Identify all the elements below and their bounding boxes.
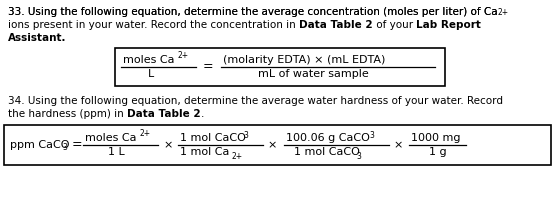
Text: moles Ca: moles Ca: [85, 133, 137, 143]
Text: 3: 3: [356, 152, 361, 161]
Text: Data Table 2: Data Table 2: [127, 109, 200, 119]
Text: of your: of your: [372, 20, 416, 30]
Text: Data Table 2: Data Table 2: [299, 20, 372, 30]
Text: ×: ×: [163, 140, 173, 150]
Text: 1 mol CaCO: 1 mol CaCO: [180, 133, 246, 143]
Text: 1 L: 1 L: [108, 147, 125, 157]
Text: ×: ×: [393, 140, 402, 150]
Text: 3: 3: [62, 143, 67, 153]
Text: 33. Using the following equation, determine the average concentration (moles per: 33. Using the following equation, determ…: [8, 7, 498, 17]
Text: mL of water sample: mL of water sample: [258, 69, 369, 79]
Text: 2+: 2+: [178, 51, 189, 60]
Text: L: L: [148, 69, 154, 79]
Text: (molarity EDTA) × (mL EDTA): (molarity EDTA) × (mL EDTA): [223, 55, 385, 65]
Text: 1 mol Ca: 1 mol Ca: [180, 147, 229, 157]
Text: 3: 3: [369, 131, 374, 140]
Text: moles Ca: moles Ca: [123, 55, 174, 65]
Text: 3: 3: [243, 131, 248, 140]
Text: Assistant.: Assistant.: [8, 33, 67, 43]
Text: 34. Using the following equation, determine the average water hardness of your w: 34. Using the following equation, determ…: [8, 96, 503, 106]
Text: Lab Report: Lab Report: [416, 20, 481, 30]
Text: ×: ×: [267, 140, 276, 150]
Text: 1000 mg: 1000 mg: [411, 133, 461, 143]
Text: 2+: 2+: [498, 8, 509, 17]
Text: 2+: 2+: [140, 129, 151, 138]
Bar: [4, 125, 551, 165]
Text: ppm CaCO: ppm CaCO: [10, 140, 69, 150]
Text: .: .: [200, 109, 204, 119]
Bar: [115, 48, 445, 86]
Text: ions present in your water. Record the concentration in: ions present in your water. Record the c…: [8, 20, 299, 30]
Text: =: =: [68, 138, 83, 151]
Text: 1 mol CaCO: 1 mol CaCO: [294, 147, 360, 157]
Text: the hardness (ppm) in: the hardness (ppm) in: [8, 109, 127, 119]
Text: 33. Using the following equation, determine the average concentration (moles per: 33. Using the following equation, determ…: [8, 7, 498, 17]
Text: 1 g: 1 g: [429, 147, 447, 157]
Text: 2+: 2+: [231, 152, 242, 161]
Text: 100.06 g CaCO: 100.06 g CaCO: [286, 133, 370, 143]
Text: =: =: [203, 61, 214, 73]
